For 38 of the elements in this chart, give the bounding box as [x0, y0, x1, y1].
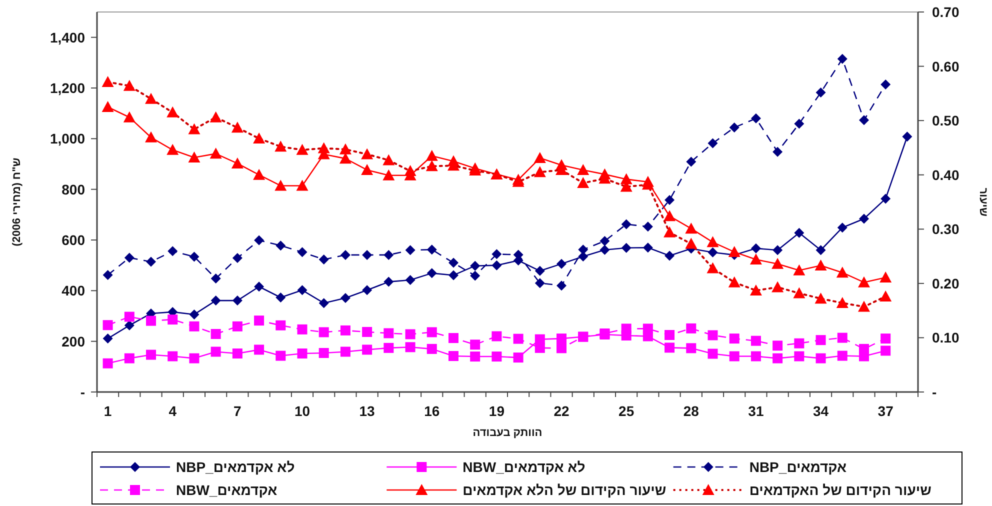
y2-tick-label: 0.60	[932, 58, 960, 74]
legend-label: NBP_לא אקדמאים	[176, 459, 295, 475]
y2-tick-label: -	[932, 384, 937, 400]
y-tick-label: 1,400	[50, 29, 86, 46]
x-tick-label: 22	[554, 403, 570, 419]
y-axis-title: ש"ח (מחירי 2006)	[11, 158, 23, 246]
x-tick-label: 28	[683, 403, 700, 419]
y-tick-label: -	[80, 384, 86, 400]
x-tick-label: 10	[294, 403, 310, 419]
x-tick-label: 19	[488, 403, 505, 419]
x-tick-label: 25	[618, 403, 634, 419]
y2-tick-label: 0.30	[932, 221, 960, 238]
x-tick-label: 7	[234, 403, 242, 419]
y-tick-label: 800	[62, 181, 86, 198]
y2-tick-label: 0.40	[932, 166, 960, 183]
y2-axis-title: שיעור	[977, 188, 989, 216]
x-tick-label: 31	[748, 403, 764, 419]
legend-label: שיעור הקידום של האקדמאים	[749, 482, 932, 498]
x-tick-label: 37	[878, 403, 894, 419]
y-tick-label: 400	[62, 282, 86, 299]
y-tick-label: 600	[62, 232, 86, 248]
legend-label: NBP_אקדמאים	[749, 459, 848, 475]
y-tick-label: 1,200	[50, 80, 86, 96]
x-tick-label: 16	[424, 403, 440, 419]
x-axis-title: הוותק בעבודה	[472, 427, 542, 439]
y2-tick-label: 0.20	[932, 275, 960, 292]
x-tick-label: 1	[104, 403, 112, 419]
y-tick-label: 1,000	[50, 130, 86, 147]
y2-tick-label: 0.50	[932, 112, 960, 129]
legend-label: NBW_לא אקדמאים	[462, 459, 586, 475]
x-tick-label: 34	[812, 403, 829, 419]
y2-tick-label: 0.10	[932, 330, 960, 346]
y-tick-label: 200	[62, 333, 86, 350]
legend-label: שיעור הקידום של הלא אקדמאים	[462, 482, 666, 498]
legend-label: NBW_אקדמאים	[176, 482, 278, 498]
y2-tick-label: 0.70	[932, 4, 960, 20]
x-tick-label: 13	[359, 403, 376, 419]
x-tick-label: 4	[168, 403, 177, 419]
